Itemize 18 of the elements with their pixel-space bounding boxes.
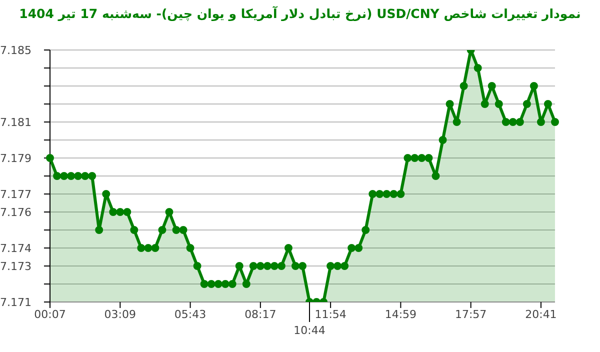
- y-tick-label: 7.174: [0, 242, 32, 255]
- x-tick-label: 11:54: [314, 308, 346, 321]
- x-tick-label: 00:07: [34, 308, 66, 321]
- y-tick-label: 7.176: [0, 206, 32, 219]
- y-tick-label: 7.179: [0, 152, 32, 165]
- x-tick-label: 10:44: [294, 324, 326, 337]
- y-tick-label: 7.181: [0, 116, 32, 129]
- y-tick-label: 7.185: [0, 44, 32, 57]
- x-tick-label: 20:41: [525, 308, 557, 321]
- x-tick-label: 17:57: [454, 308, 487, 321]
- x-tick-label: 03:09: [104, 308, 136, 321]
- y-tick-label: 7.171: [0, 296, 32, 309]
- x-tick-label: 05:43: [174, 308, 206, 321]
- y-tick-label: 7.177: [0, 188, 32, 201]
- chart-title: نمودار تغییرات شاخص USD/CNY (نرخ تبادل دلار آمریکا و یوان چین)- سه‌شنبه 17 تیر 1404: [18, 6, 582, 21]
- y-tick-label: 7.173: [0, 260, 32, 273]
- x-tick-label: 08:17: [244, 308, 276, 321]
- x-tick-label: 14:59: [384, 308, 417, 321]
